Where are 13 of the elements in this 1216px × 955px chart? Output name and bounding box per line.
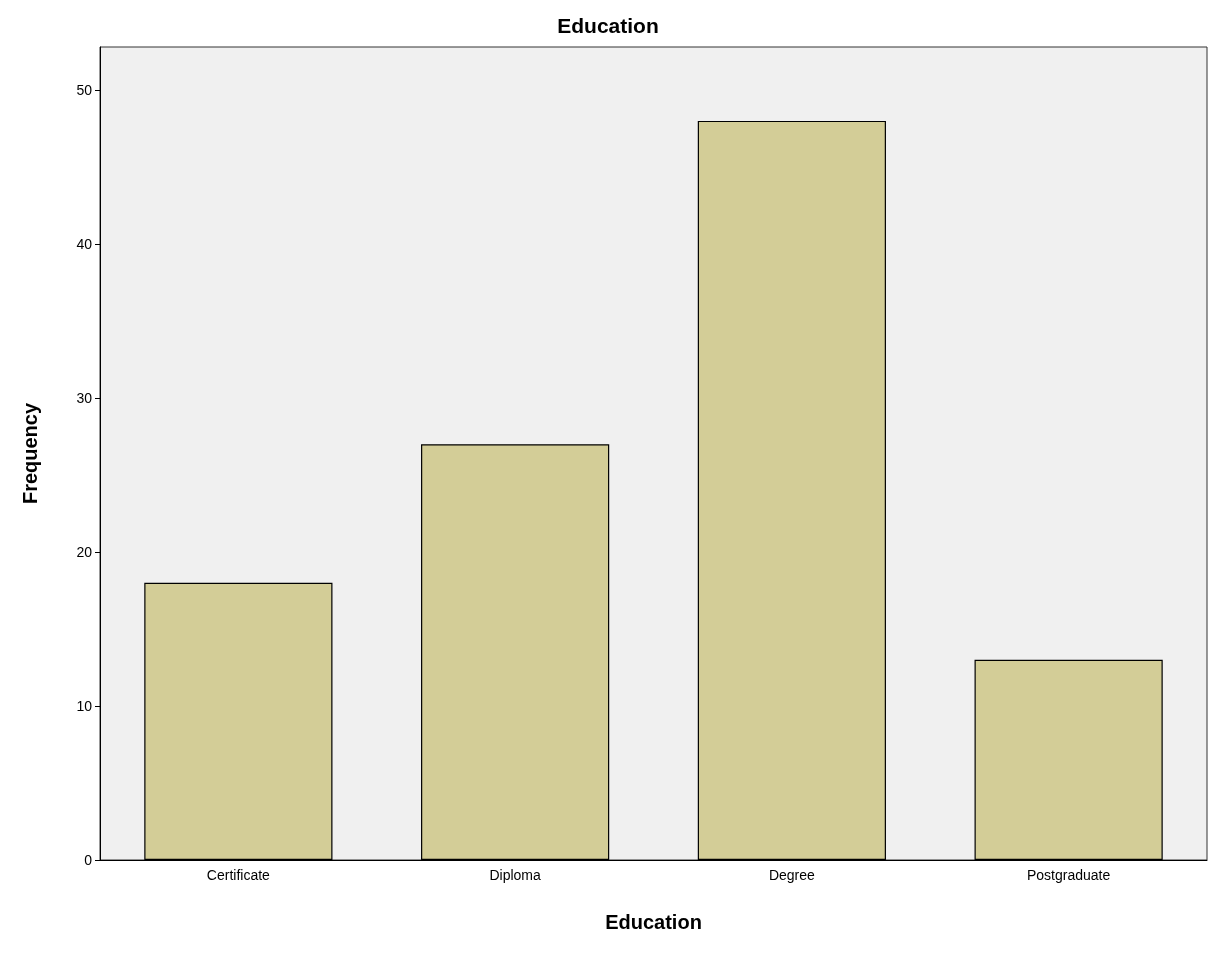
- y-axis-title: Frequency: [19, 402, 41, 505]
- x-tick-label: Postgraduate: [1026, 867, 1111, 883]
- y-tick-label: 0: [84, 852, 93, 868]
- x-axis-title: Education: [605, 911, 702, 933]
- y-tick-label: 40: [76, 236, 93, 253]
- y-tick-label: 20: [76, 544, 93, 561]
- x-tick-label: Certificate: [206, 867, 271, 883]
- y-tick-label: 30: [76, 390, 93, 407]
- x-tick-label: Diploma: [489, 867, 542, 883]
- y-tick-label: 10: [76, 698, 93, 715]
- y-tick-label: 50: [76, 82, 93, 99]
- x-tick-label: Degree: [768, 867, 816, 883]
- chart-title: Education: [557, 14, 659, 37]
